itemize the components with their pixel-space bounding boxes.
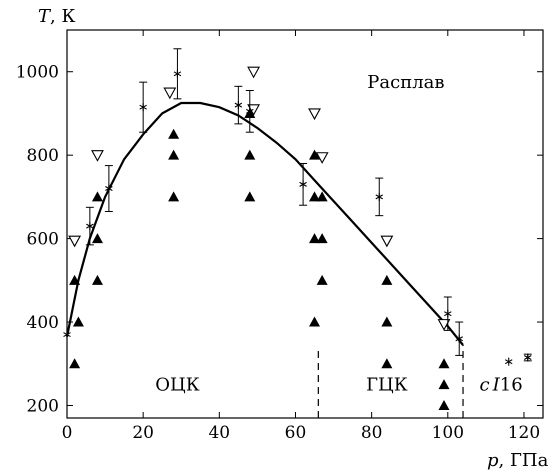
region-label-melt: Расплав bbox=[367, 72, 444, 93]
data-points bbox=[63, 48, 532, 410]
filled-triangle-point bbox=[309, 191, 321, 202]
star-stroke bbox=[173, 71, 182, 77]
x-tick-label: 40 bbox=[208, 423, 230, 443]
filled-triangle-point bbox=[91, 233, 103, 244]
open-triangle-point bbox=[68, 235, 82, 248]
filled-triangle-point bbox=[309, 149, 321, 160]
filled-triangle-point bbox=[381, 358, 393, 369]
filled-triangle-point bbox=[244, 191, 256, 202]
star-point bbox=[104, 165, 113, 212]
star-stroke bbox=[375, 194, 384, 200]
filled-triangle-point bbox=[72, 316, 84, 327]
open-triangle-point bbox=[380, 235, 394, 248]
star-stroke bbox=[444, 311, 452, 317]
x-tick-label: 0 bbox=[62, 423, 73, 443]
x-tick-label: 100 bbox=[432, 423, 464, 443]
filled-triangle-point bbox=[69, 358, 81, 369]
y-axis-title: T, К bbox=[38, 6, 75, 27]
y-tick-label: 1000 bbox=[16, 63, 59, 83]
filled-triangle-point bbox=[91, 191, 103, 202]
star-point bbox=[523, 353, 532, 362]
star-point bbox=[455, 321, 464, 356]
star-stroke bbox=[299, 181, 307, 187]
star-point bbox=[63, 330, 71, 339]
open-triangle-point bbox=[247, 104, 261, 116]
filled-triangle-point bbox=[316, 274, 328, 285]
x-axis-title: p, ГПа bbox=[487, 450, 549, 471]
filled-triangle-point bbox=[168, 149, 180, 160]
phase-boundaries bbox=[317, 344, 464, 418]
filled-triangle-point bbox=[438, 358, 450, 369]
x-tick-label: 120 bbox=[508, 423, 540, 443]
star-point bbox=[299, 163, 308, 206]
star-stroke bbox=[63, 332, 71, 338]
star-point bbox=[85, 206, 94, 246]
filled-triangle-point bbox=[381, 274, 393, 285]
open-triangle-point bbox=[247, 66, 261, 79]
filled-triangle-point bbox=[244, 149, 256, 160]
filled-triangle-point bbox=[381, 316, 393, 327]
filled-triangle-point bbox=[69, 274, 81, 285]
open-triangle-point bbox=[315, 152, 329, 164]
y-tick-label: 600 bbox=[27, 230, 59, 250]
star-point bbox=[173, 48, 182, 100]
plot-frame bbox=[66, 29, 544, 419]
open-triangle-point bbox=[91, 150, 104, 162]
x-tick-label: 60 bbox=[285, 423, 307, 443]
filled-triangle-point bbox=[168, 191, 180, 202]
y-tick-label: 800 bbox=[27, 146, 59, 166]
star-stroke bbox=[246, 108, 254, 114]
star-point bbox=[443, 296, 452, 331]
melting-curve bbox=[65, 101, 464, 346]
region-label-fcc: ГЦК bbox=[366, 375, 408, 396]
open-triangle-point bbox=[163, 87, 177, 100]
star-stroke bbox=[139, 104, 147, 110]
region-label-ci16: c I16 bbox=[480, 375, 523, 396]
filled-triangle-point bbox=[309, 233, 321, 244]
filled-triangle-point bbox=[91, 274, 103, 285]
x-tick-label: 20 bbox=[132, 423, 154, 443]
filled-triangle-point bbox=[316, 191, 328, 202]
filled-triangle-point bbox=[309, 316, 321, 327]
filled-triangle-point bbox=[168, 128, 180, 139]
star-stroke bbox=[504, 359, 513, 365]
star-point bbox=[375, 177, 384, 217]
open-triangle-point bbox=[308, 108, 321, 121]
star-stroke bbox=[455, 336, 463, 342]
open-triangle-point bbox=[437, 319, 451, 331]
filled-triangle-point bbox=[438, 379, 450, 390]
y-tick-label: 400 bbox=[27, 313, 59, 333]
star-stroke bbox=[105, 186, 113, 192]
star-stroke bbox=[234, 102, 243, 108]
star-point bbox=[234, 85, 243, 125]
star-point bbox=[504, 357, 513, 366]
star-stroke bbox=[86, 223, 94, 229]
x-tick-label: 80 bbox=[361, 423, 383, 443]
region-label-bcc: ОЦК bbox=[155, 375, 199, 396]
star-point bbox=[139, 81, 148, 133]
y-tick-label: 200 bbox=[27, 396, 59, 416]
axis-ticks: 0 20 40 60 80 100 120 200 400 600 800 1000 bbox=[16, 30, 543, 443]
star-stroke bbox=[524, 355, 532, 360]
star-point bbox=[245, 89, 254, 133]
filled-triangle-point bbox=[438, 399, 450, 410]
filled-triangle-point bbox=[316, 233, 328, 244]
